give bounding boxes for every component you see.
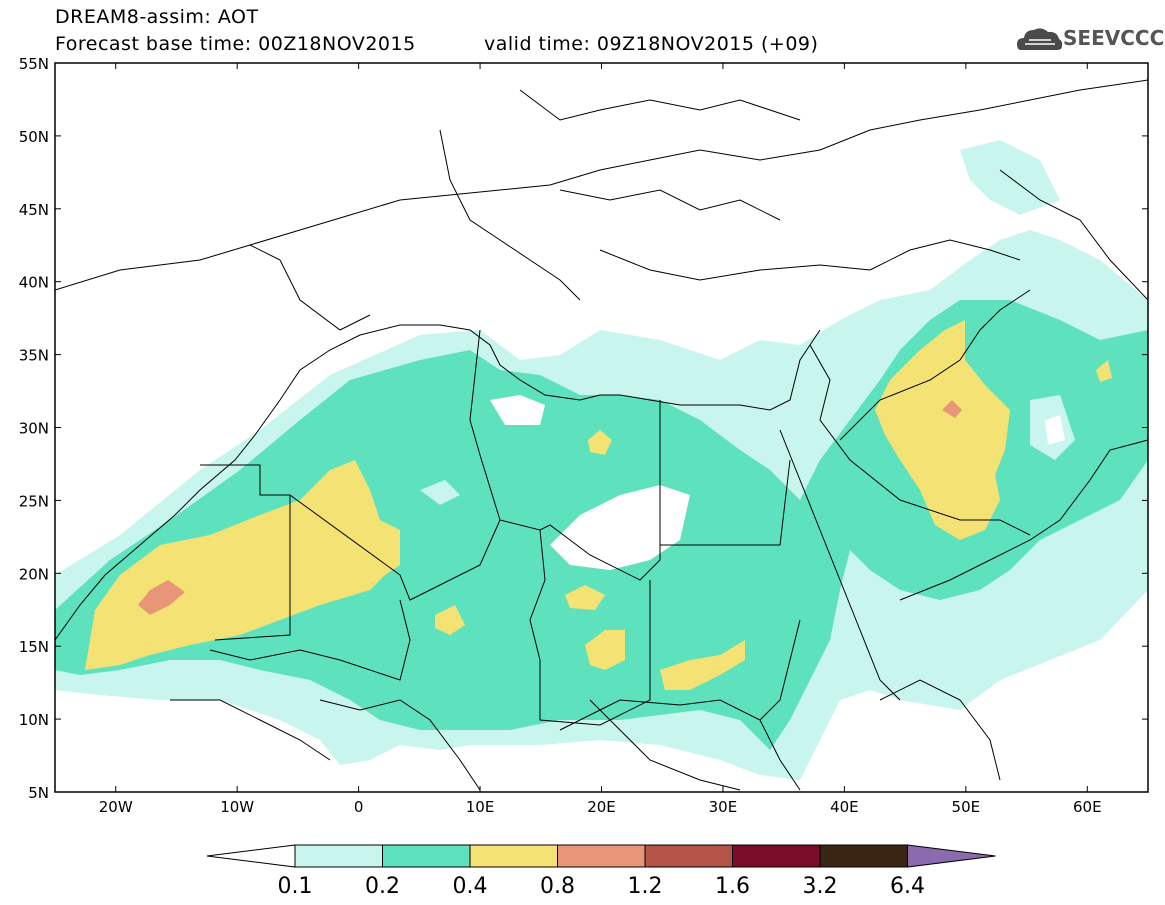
colorbar-swatch (819, 844, 908, 868)
cloud-logo-icon (1017, 28, 1063, 50)
colorbar-swatch (382, 844, 471, 868)
aot-field-yellow (875, 320, 1010, 540)
lat-label: 35N (19, 347, 49, 365)
colorbar-min-arrow (206, 844, 296, 868)
aot-field-yellow (1096, 360, 1112, 382)
colorbar-label: 0.8 (540, 874, 575, 899)
colorbar-swatch (557, 844, 646, 868)
latitude-axis: 55N 50N 45N 40N 35N 30N 25N 20N 15N 10N 5N (19, 55, 1148, 802)
lon-label: 20W (99, 798, 133, 816)
aot-fields (55, 140, 1148, 780)
borders (55, 79, 1148, 791)
aot-field-yellow (585, 630, 625, 670)
lon-label: 30E (709, 798, 738, 816)
map-title: DREAM8-assim: AOT (55, 6, 259, 28)
colorbar-label: 0.2 (365, 874, 400, 899)
lon-label: 0 (354, 798, 364, 816)
lat-label: 20N (19, 565, 49, 583)
forecast-base-time: Forecast base time: 00Z18NOV2015 (55, 33, 416, 55)
colorbar-label: 6.4 (890, 874, 925, 899)
colorbar-swatch (469, 844, 558, 868)
aot-field-yellow (588, 430, 612, 455)
aot-field-yellow (565, 585, 605, 610)
lat-label: 5N (28, 784, 49, 802)
lon-label: 20E (587, 798, 616, 816)
lat-label: 45N (19, 201, 49, 219)
lat-label: 30N (19, 420, 49, 438)
aot-field-clear (420, 480, 460, 505)
colorbar-swatch (294, 844, 383, 868)
longitude-axis: 20W 10W 0 10E 20E 30E 40E 50E 60E (99, 63, 1102, 816)
lon-label: 40E (830, 798, 859, 816)
logo-text: SEEVCCC (1063, 26, 1165, 50)
lat-label: 15N (19, 638, 49, 656)
lat-label: 40N (19, 274, 49, 292)
aot-field-yellow (85, 460, 400, 670)
colorbar-swatch (732, 844, 821, 868)
lon-label: 60E (1073, 798, 1102, 816)
aot-field-salmon (138, 580, 185, 615)
lat-label: 55N (19, 55, 49, 73)
valid-time: valid time: 09Z18NOV2015 (+09) (484, 33, 819, 55)
colorbar-label: 0.4 (453, 874, 488, 899)
lon-label: 10E (466, 798, 495, 816)
lat-label: 25N (19, 492, 49, 510)
aot-field-clear (550, 485, 690, 570)
aot-field-salmon (942, 400, 962, 418)
colorbar-label: 0.1 (278, 874, 313, 899)
aot-field-yellow (435, 605, 465, 635)
lat-label: 10N (19, 711, 49, 729)
colorbar-swatch (644, 844, 733, 868)
aot-field-clear (1045, 415, 1065, 445)
colorbar-max-arrow (907, 844, 996, 868)
colorbar: 0.1 0.2 0.4 0.8 1.2 1.6 3.2 6.4 (206, 844, 996, 899)
lon-label: 10W (220, 798, 254, 816)
colorbar-label: 1.6 (715, 874, 750, 899)
colorbar-label: 3.2 (803, 874, 838, 899)
lon-label: 50E (952, 798, 981, 816)
lat-label: 50N (19, 128, 49, 146)
aot-field-clear (490, 395, 545, 425)
logo (1015, 22, 1160, 56)
colorbar-label: 1.2 (628, 874, 663, 899)
aot-field-yellow (660, 640, 745, 690)
